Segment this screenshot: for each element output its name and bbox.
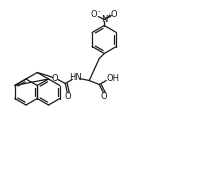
Text: +: + <box>106 13 111 18</box>
Text: HN: HN <box>69 73 82 82</box>
Text: O: O <box>111 10 118 19</box>
Text: O: O <box>52 74 59 83</box>
Text: -: - <box>98 8 100 15</box>
Text: OH: OH <box>107 74 120 83</box>
Text: O: O <box>91 10 98 19</box>
Text: O: O <box>65 92 72 101</box>
Text: N: N <box>101 15 107 24</box>
Text: O: O <box>101 92 107 101</box>
